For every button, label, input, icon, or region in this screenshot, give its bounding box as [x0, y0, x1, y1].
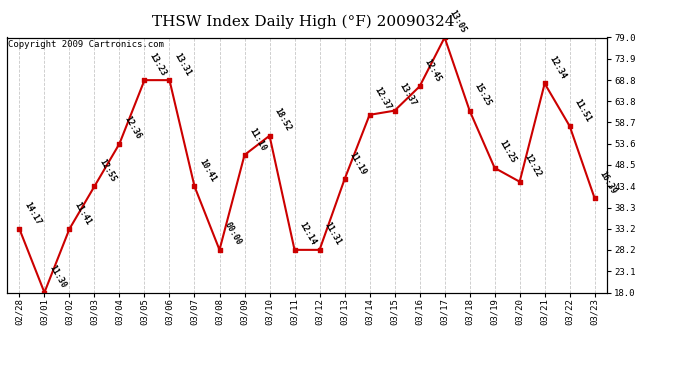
- Point: [414, 83, 425, 89]
- Text: 15:25: 15:25: [473, 82, 493, 108]
- Point: [14, 226, 25, 232]
- Text: 12:34: 12:34: [547, 54, 568, 81]
- Text: 11:30: 11:30: [47, 264, 68, 290]
- Text: 11:25: 11:25: [497, 139, 518, 165]
- Point: [239, 152, 250, 158]
- Point: [314, 247, 325, 253]
- Text: Copyright 2009 Cartronics.com: Copyright 2009 Cartronics.com: [8, 40, 164, 49]
- Text: 10:41: 10:41: [197, 158, 217, 183]
- Text: 11:31: 11:31: [322, 221, 343, 247]
- Point: [139, 77, 150, 83]
- Text: 12:55: 12:55: [97, 158, 117, 183]
- Text: 12:37: 12:37: [373, 86, 393, 112]
- Text: 18:52: 18:52: [273, 107, 293, 133]
- Text: 13:23: 13:23: [147, 51, 168, 77]
- Point: [489, 165, 500, 171]
- Text: 13:31: 13:31: [172, 51, 193, 77]
- Point: [464, 108, 475, 114]
- Point: [389, 108, 400, 114]
- Text: 12:22: 12:22: [522, 153, 543, 179]
- Point: [364, 112, 375, 118]
- Text: 13:37: 13:37: [397, 82, 417, 108]
- Point: [214, 247, 225, 253]
- Point: [264, 133, 275, 139]
- Text: 12:45: 12:45: [422, 57, 443, 84]
- Text: 12:14: 12:14: [297, 221, 317, 247]
- Point: [589, 195, 600, 201]
- Text: 11:51: 11:51: [573, 97, 593, 123]
- Text: 14:17: 14:17: [22, 200, 43, 226]
- Point: [289, 247, 300, 253]
- Text: 13:05: 13:05: [447, 9, 468, 35]
- Point: [64, 226, 75, 232]
- Text: 11:19: 11:19: [347, 150, 368, 176]
- Point: [89, 183, 100, 189]
- Point: [339, 176, 350, 182]
- Text: 12:36: 12:36: [122, 115, 143, 141]
- Text: THSW Index Daily High (°F) 20090324: THSW Index Daily High (°F) 20090324: [152, 15, 455, 29]
- Point: [39, 290, 50, 296]
- Text: 11:10: 11:10: [247, 126, 268, 152]
- Text: 11:41: 11:41: [72, 200, 92, 226]
- Text: 00:00: 00:00: [222, 221, 243, 247]
- Point: [164, 77, 175, 83]
- Point: [189, 183, 200, 189]
- Point: [564, 123, 575, 129]
- Point: [114, 141, 125, 147]
- Point: [539, 81, 550, 87]
- Text: 16:39: 16:39: [598, 170, 618, 196]
- Point: [514, 179, 525, 185]
- Point: [439, 34, 450, 40]
